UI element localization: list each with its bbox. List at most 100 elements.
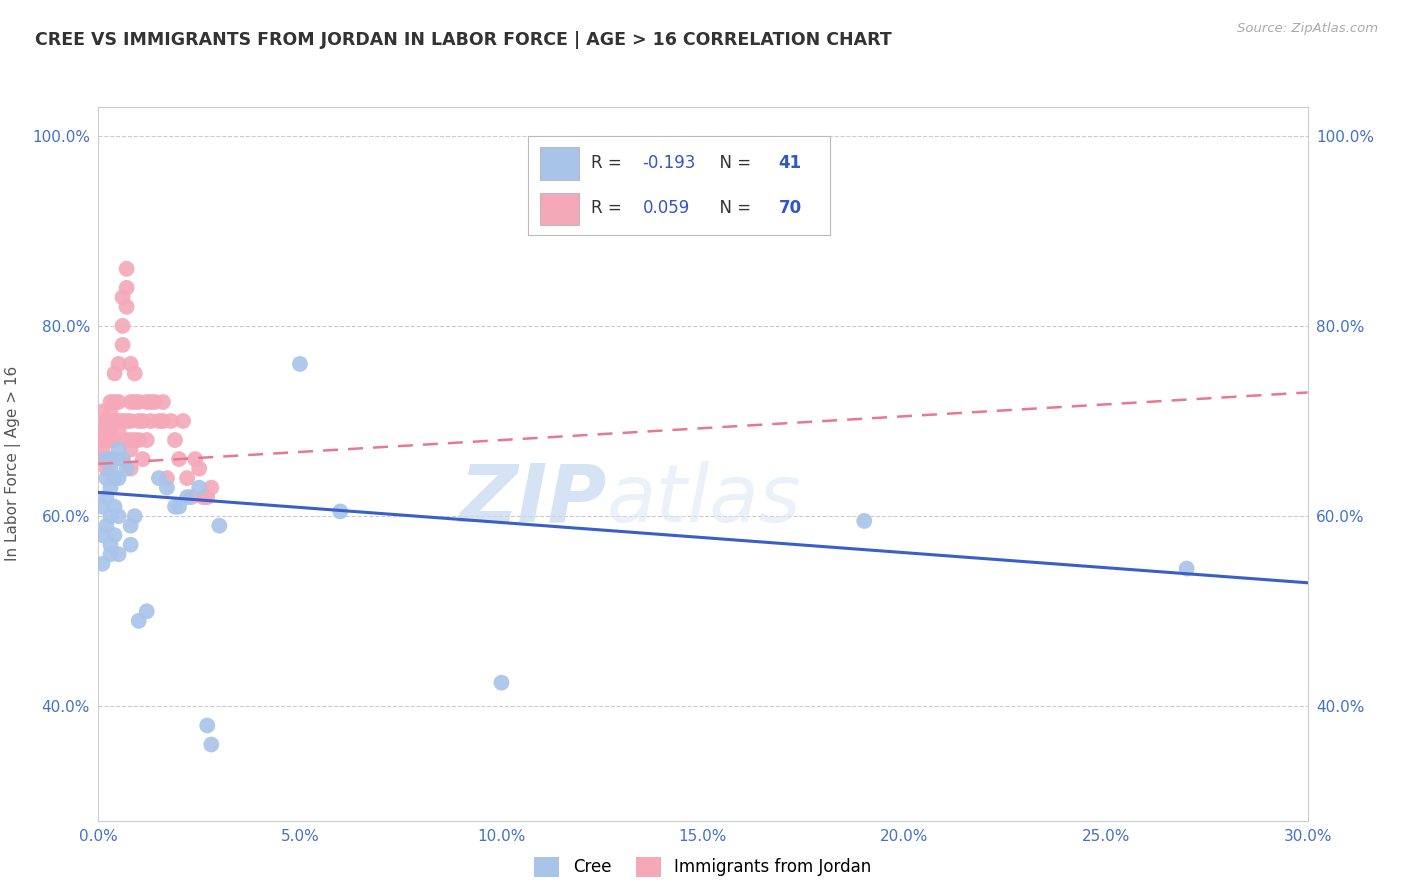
Point bbox=[124, 509, 146, 524]
Point bbox=[100, 433, 122, 447]
Point bbox=[132, 452, 155, 467]
Point bbox=[135, 395, 157, 409]
Point bbox=[96, 452, 118, 467]
Point bbox=[115, 300, 138, 314]
Point bbox=[156, 481, 179, 495]
Point bbox=[195, 490, 218, 504]
Point bbox=[103, 433, 125, 447]
Point bbox=[96, 461, 118, 475]
Point bbox=[111, 452, 134, 467]
Point bbox=[91, 452, 114, 467]
Point bbox=[200, 738, 222, 752]
Text: Source: ZipAtlas.com: Source: ZipAtlas.com bbox=[1237, 22, 1378, 36]
Point bbox=[103, 414, 125, 428]
Text: R =: R = bbox=[591, 199, 627, 217]
Point bbox=[96, 424, 118, 438]
Point bbox=[135, 433, 157, 447]
Point bbox=[107, 357, 129, 371]
Point bbox=[91, 404, 114, 418]
FancyBboxPatch shape bbox=[540, 193, 579, 226]
Point bbox=[111, 414, 134, 428]
Point bbox=[128, 395, 150, 409]
Point bbox=[491, 675, 513, 690]
Point bbox=[96, 518, 118, 533]
Point bbox=[188, 461, 211, 475]
Point bbox=[100, 452, 122, 467]
Point bbox=[111, 290, 134, 304]
Text: 41: 41 bbox=[779, 154, 801, 172]
Text: N =: N = bbox=[709, 199, 756, 217]
Point bbox=[120, 442, 142, 457]
Point bbox=[91, 433, 114, 447]
Point bbox=[115, 433, 138, 447]
Point bbox=[128, 433, 150, 447]
Point bbox=[329, 504, 352, 518]
Point bbox=[103, 471, 125, 485]
Point bbox=[172, 414, 194, 428]
Point bbox=[115, 414, 138, 428]
Point bbox=[184, 452, 207, 467]
Point bbox=[139, 414, 162, 428]
Text: CREE VS IMMIGRANTS FROM JORDAN IN LABOR FORCE | AGE > 16 CORRELATION CHART: CREE VS IMMIGRANTS FROM JORDAN IN LABOR … bbox=[35, 31, 891, 49]
Point bbox=[163, 500, 186, 514]
Point bbox=[103, 500, 125, 514]
Point bbox=[288, 357, 311, 371]
Text: N =: N = bbox=[709, 154, 756, 172]
Point bbox=[152, 395, 174, 409]
Point bbox=[152, 414, 174, 428]
Point bbox=[91, 424, 114, 438]
Point bbox=[100, 538, 122, 552]
Text: atlas: atlas bbox=[606, 460, 801, 539]
FancyBboxPatch shape bbox=[540, 146, 579, 179]
Point bbox=[100, 547, 122, 561]
Point bbox=[163, 433, 186, 447]
Point bbox=[91, 442, 114, 457]
Point bbox=[1175, 561, 1198, 575]
Point bbox=[107, 547, 129, 561]
Point bbox=[91, 557, 114, 571]
Point bbox=[132, 414, 155, 428]
Point bbox=[107, 424, 129, 438]
Point bbox=[853, 514, 876, 528]
Point bbox=[167, 500, 190, 514]
Point bbox=[91, 500, 114, 514]
Point bbox=[103, 395, 125, 409]
Point bbox=[120, 461, 142, 475]
Point bbox=[107, 442, 129, 457]
Point bbox=[96, 452, 118, 467]
Point bbox=[100, 481, 122, 495]
Point bbox=[180, 490, 202, 504]
Point bbox=[115, 261, 138, 276]
Point bbox=[96, 471, 118, 485]
Text: -0.193: -0.193 bbox=[643, 154, 696, 172]
Point bbox=[111, 338, 134, 352]
Point bbox=[176, 471, 198, 485]
Point bbox=[96, 414, 118, 428]
Point bbox=[135, 604, 157, 618]
Point bbox=[100, 461, 122, 475]
Point bbox=[111, 318, 134, 333]
Point bbox=[176, 490, 198, 504]
Point bbox=[120, 395, 142, 409]
Point bbox=[96, 433, 118, 447]
Point bbox=[120, 357, 142, 371]
Point bbox=[107, 395, 129, 409]
Point bbox=[124, 367, 146, 381]
Text: 0.059: 0.059 bbox=[643, 199, 690, 217]
Point bbox=[143, 395, 166, 409]
Point bbox=[100, 509, 122, 524]
Point bbox=[160, 414, 183, 428]
Point bbox=[96, 490, 118, 504]
Text: 70: 70 bbox=[779, 199, 801, 217]
Point bbox=[193, 490, 215, 504]
Point bbox=[167, 452, 190, 467]
Point bbox=[120, 433, 142, 447]
Point bbox=[195, 718, 218, 732]
Point bbox=[107, 471, 129, 485]
Point bbox=[107, 509, 129, 524]
Legend: Cree, Immigrants from Jordan: Cree, Immigrants from Jordan bbox=[527, 850, 879, 884]
Point bbox=[124, 433, 146, 447]
Point bbox=[103, 367, 125, 381]
Point bbox=[103, 414, 125, 428]
Point bbox=[96, 414, 118, 428]
